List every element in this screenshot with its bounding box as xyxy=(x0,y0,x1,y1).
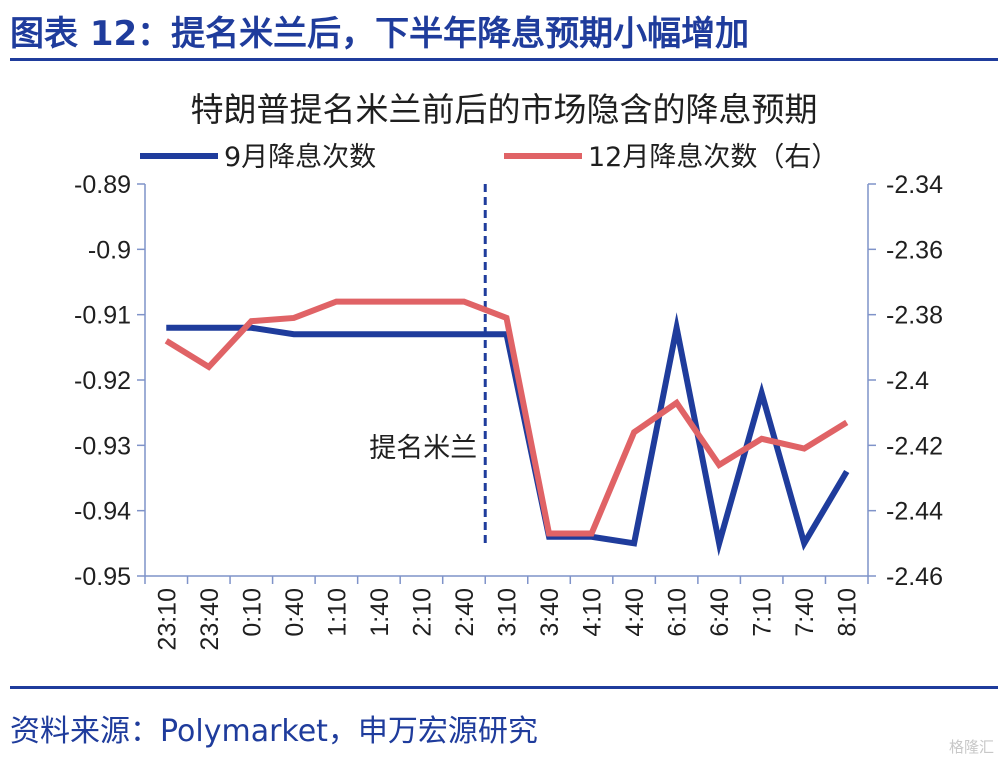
y-right-tick-label: -2.34 xyxy=(886,171,943,199)
y-right-tick-label: -2.36 xyxy=(886,236,943,264)
legend-label-9m: 9月降息次数 xyxy=(224,142,376,173)
x-tick-label: 8:10 xyxy=(834,588,862,637)
y-right-tick-label: -2.38 xyxy=(886,302,943,330)
x-tick-label: 1:10 xyxy=(323,588,351,637)
x-tick-label: 7:40 xyxy=(791,588,819,637)
x-tick-label: 2:10 xyxy=(408,588,436,637)
x-tick-label: 7:10 xyxy=(749,588,777,637)
y-right-tick-label: -2.4 xyxy=(886,367,929,395)
x-tick-label: 6:40 xyxy=(706,588,734,637)
x-tick-label: 0:10 xyxy=(238,588,266,637)
watermark: 格隆汇 xyxy=(948,738,994,756)
x-tick-label: 23:40 xyxy=(196,588,224,651)
annotation: 提名米兰 xyxy=(369,184,487,548)
legend-label-12m: 12月降息次数（右） xyxy=(588,142,838,173)
y-right-tick-label: -2.46 xyxy=(886,563,943,591)
x-tick-label: 1:40 xyxy=(366,588,394,637)
source-note: 资料来源：Polymarket，申万宏源研究 xyxy=(10,714,538,749)
bottom-rule xyxy=(10,686,998,689)
chart-title: 特朗普提名米兰前后的市场隐含的降息预期 xyxy=(191,90,818,129)
figure-title: 图表 12：提名米兰后，下半年降息预期小幅增加 xyxy=(10,14,750,54)
series-lines xyxy=(164,298,850,557)
axes: -0.89 -0.9 -0.91 -0.92 -0.93 -0.94 -0.95 -2.34 -… xyxy=(74,171,943,651)
y-left-tick-label: -0.95 xyxy=(74,563,131,591)
y-left-tick-label: -0.9 xyxy=(88,236,131,264)
x-tick-label: 4:10 xyxy=(579,588,607,637)
y-left-tick-label: -0.94 xyxy=(74,498,131,526)
x-tick-label: 2:40 xyxy=(451,588,479,637)
y-right-tick-label: -2.44 xyxy=(886,498,943,526)
top-rule xyxy=(10,58,998,61)
annotation-label: 提名米兰 xyxy=(369,433,477,464)
y-right-tick-label: -2.42 xyxy=(886,432,943,460)
y-left-tick-label: -0.89 xyxy=(74,171,131,199)
x-tick-label: 4:40 xyxy=(621,588,649,637)
y-left-tick-label: -0.92 xyxy=(74,367,131,395)
series-line-9m xyxy=(166,312,850,557)
x-tick-label: 23:10 xyxy=(153,588,181,651)
y-left-tick-label: -0.91 xyxy=(74,302,131,330)
x-tick-label: 3:40 xyxy=(536,588,564,637)
y-left-tick-label: -0.93 xyxy=(74,432,131,460)
x-tick-label: 3:10 xyxy=(494,588,522,637)
x-tick-label: 0:40 xyxy=(281,588,309,637)
series-line-12m xyxy=(164,298,849,537)
chart: 特朗普提名米兰前后的市场隐含的降息预期 9月降息次数 12月降息次数（右） -0… xyxy=(74,90,943,651)
x-tick-label: 6:10 xyxy=(664,588,692,637)
